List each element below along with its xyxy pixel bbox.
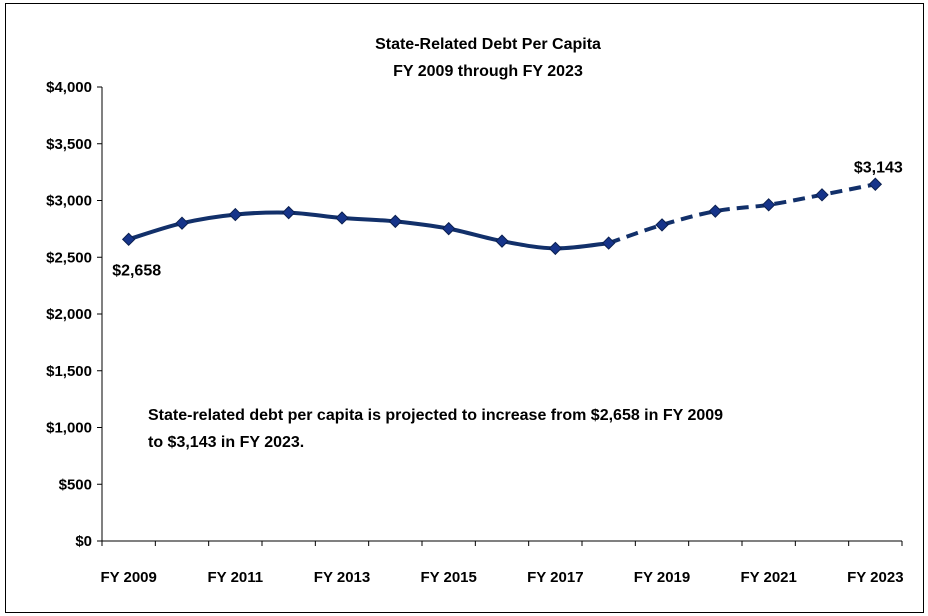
series-actual-line — [128, 210, 609, 251]
data-point-marker — [868, 177, 883, 191]
data-point-marker — [335, 211, 349, 225]
y-tick-label: $0 — [75, 533, 92, 550]
y-tick-label: $2,500 — [46, 249, 92, 266]
x-tick-label: FY 2013 — [314, 569, 370, 586]
data-label: $2,658 — [112, 262, 161, 279]
data-point-marker — [281, 205, 296, 220]
x-tick-label: FY 2017 — [527, 569, 583, 586]
data-point-marker — [601, 236, 616, 250]
data-point-marker — [815, 188, 829, 202]
series-line — [121, 177, 883, 256]
data-point-marker — [495, 234, 509, 248]
y-tick-label: $3,000 — [46, 193, 92, 210]
data-point-marker — [655, 218, 669, 232]
data-point-marker — [388, 214, 403, 229]
data-point-marker — [708, 204, 723, 218]
annotation-line-2: to $3,143 in FY 2023. — [148, 434, 304, 451]
x-tick-label: FY 2023 — [847, 569, 903, 586]
y-tick-label: $3,500 — [46, 136, 92, 153]
data-label: $3,143 — [854, 159, 903, 176]
chart-border — [5, 3, 924, 613]
axes: $0 $500 $1,000 $1,500 $2,000 $2,500 $3,000 $3,5… — [46, 79, 903, 586]
y-tick-label: $2,000 — [46, 306, 92, 323]
chart-title: State-Related Debt Per Capita — [375, 36, 601, 53]
data-point-marker — [121, 232, 136, 247]
data-point-marker — [761, 198, 776, 212]
x-tick-label: FY 2021 — [740, 569, 796, 586]
data-point-marker — [228, 207, 243, 222]
y-tick-label: $1,000 — [46, 420, 92, 437]
data-point-marker — [548, 241, 563, 256]
annotation-line-1: State-related debt per capita is project… — [148, 407, 723, 424]
y-tick-label: $4,000 — [46, 79, 92, 96]
x-tick-label: FY 2009 — [100, 569, 156, 586]
x-tick-label: FY 2019 — [634, 569, 690, 586]
chart-subtitle: FY 2009 through FY 2023 — [393, 63, 583, 80]
x-tick-label: FY 2015 — [420, 569, 476, 586]
series-projected-line — [608, 182, 876, 245]
data-point-marker — [441, 221, 456, 236]
y-tick-label: $500 — [59, 476, 92, 493]
data-labels: $2,658 $3,143 — [112, 159, 903, 279]
x-tick-label: FY 2011 — [208, 569, 264, 586]
y-tick-label: $1,500 — [46, 363, 92, 380]
data-point-marker — [175, 216, 189, 230]
